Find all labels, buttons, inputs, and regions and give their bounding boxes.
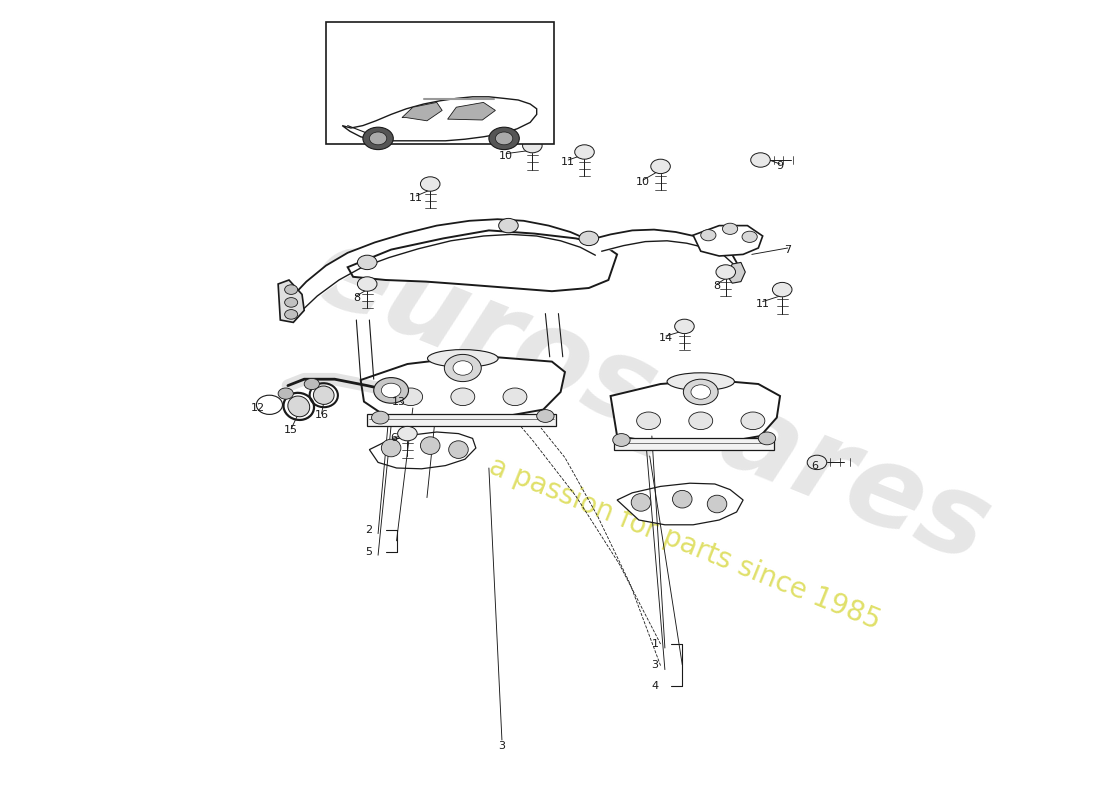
Ellipse shape	[667, 373, 735, 390]
Ellipse shape	[672, 490, 692, 508]
Circle shape	[651, 159, 670, 174]
Text: 10: 10	[636, 178, 650, 187]
Text: 15: 15	[284, 426, 298, 435]
Text: 9: 9	[777, 162, 783, 171]
Ellipse shape	[428, 350, 498, 367]
Text: 14: 14	[659, 333, 673, 342]
Text: 8: 8	[353, 293, 360, 302]
Text: 13: 13	[392, 397, 406, 406]
Ellipse shape	[707, 495, 727, 513]
Text: 11: 11	[756, 299, 770, 309]
Circle shape	[285, 285, 298, 294]
Polygon shape	[617, 483, 744, 525]
Circle shape	[723, 223, 738, 234]
Text: 10: 10	[499, 151, 514, 161]
Circle shape	[420, 177, 440, 191]
Circle shape	[370, 132, 387, 145]
Circle shape	[488, 127, 519, 150]
Circle shape	[305, 378, 319, 390]
Polygon shape	[727, 262, 746, 283]
Polygon shape	[614, 438, 773, 450]
Text: 7: 7	[784, 245, 791, 254]
Text: 2: 2	[365, 525, 373, 534]
Circle shape	[444, 354, 482, 382]
Circle shape	[451, 388, 475, 406]
Circle shape	[522, 138, 542, 153]
Circle shape	[689, 412, 713, 430]
Ellipse shape	[382, 439, 400, 457]
Circle shape	[741, 412, 764, 430]
Circle shape	[716, 265, 736, 279]
Circle shape	[358, 255, 377, 270]
Polygon shape	[278, 280, 305, 322]
Circle shape	[613, 434, 630, 446]
Circle shape	[574, 145, 594, 159]
Text: 11: 11	[561, 158, 575, 167]
Circle shape	[372, 411, 389, 424]
Circle shape	[742, 231, 757, 242]
Polygon shape	[610, 380, 780, 444]
Circle shape	[503, 388, 527, 406]
Text: 11: 11	[409, 194, 424, 203]
Circle shape	[758, 432, 776, 445]
Text: eurospares: eurospares	[297, 214, 1006, 586]
Circle shape	[772, 282, 792, 297]
Polygon shape	[370, 432, 476, 469]
Circle shape	[382, 383, 400, 398]
Circle shape	[278, 388, 294, 399]
Text: 6: 6	[389, 434, 397, 443]
Text: 5: 5	[365, 547, 373, 557]
Text: 3: 3	[651, 660, 659, 670]
Ellipse shape	[420, 437, 440, 454]
Bar	[326, 22, 554, 144]
Circle shape	[495, 132, 513, 145]
Text: 8: 8	[714, 281, 720, 290]
Ellipse shape	[631, 494, 651, 511]
Circle shape	[285, 310, 298, 319]
Text: 4: 4	[651, 681, 659, 690]
Polygon shape	[367, 414, 557, 426]
Circle shape	[579, 231, 598, 246]
Ellipse shape	[288, 396, 310, 417]
Polygon shape	[342, 97, 537, 141]
Circle shape	[750, 153, 770, 167]
Polygon shape	[402, 102, 442, 121]
Circle shape	[683, 379, 718, 405]
Circle shape	[398, 388, 422, 406]
Circle shape	[637, 412, 660, 430]
Circle shape	[358, 277, 377, 291]
Text: 1: 1	[651, 639, 659, 649]
Circle shape	[537, 410, 554, 422]
Circle shape	[363, 127, 394, 150]
Polygon shape	[448, 102, 495, 120]
Circle shape	[674, 319, 694, 334]
Circle shape	[397, 426, 417, 441]
Circle shape	[691, 385, 711, 399]
Circle shape	[453, 361, 473, 375]
Circle shape	[374, 378, 408, 403]
Circle shape	[701, 230, 716, 241]
Polygon shape	[348, 230, 617, 291]
Text: a passion for parts since 1985: a passion for parts since 1985	[485, 453, 884, 635]
Text: 3: 3	[498, 741, 505, 750]
Circle shape	[498, 218, 518, 233]
Text: 6: 6	[812, 461, 818, 470]
Ellipse shape	[314, 386, 334, 404]
Text: 16: 16	[315, 410, 329, 420]
Polygon shape	[361, 357, 565, 422]
Circle shape	[807, 455, 827, 470]
Ellipse shape	[449, 441, 469, 458]
Circle shape	[285, 298, 298, 307]
Text: 12: 12	[251, 403, 264, 413]
Polygon shape	[693, 226, 762, 256]
